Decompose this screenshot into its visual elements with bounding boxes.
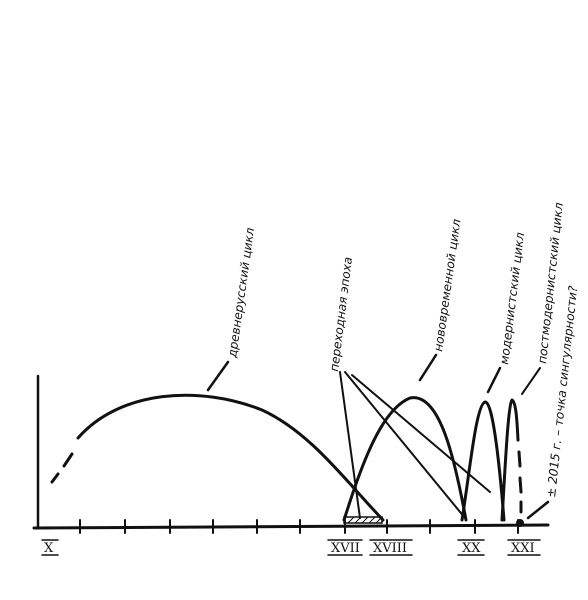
new-time-cycle-curve [342,396,468,522]
transition-leader-line-1 [339,371,361,519]
postmodern-cycle-curve-dashed [517,450,523,514]
tick-label-xx: XX [462,541,481,556]
tick-label-xvii: XVII [331,541,360,556]
modern-cycle-curve [460,400,506,522]
postmodern-leader-line [521,367,541,395]
tick-label-x: X [44,541,54,556]
singularity-leader-line [526,500,550,520]
x-axis-line [32,523,550,530]
ancient-leader-line [206,360,230,392]
tick-label-xviii: XVIII [373,541,407,556]
modern-leader-line [486,366,502,394]
new-time-leader-line [418,353,438,382]
label-new-time-cycle: нововременной цикл [431,218,464,353]
label-modern-cycle: модернистский цикл [497,231,527,365]
transition-leader-line-3 [351,374,491,493]
label-transition-epoch: переходная эпоха [327,256,355,372]
transition-leader-line-2 [344,371,466,519]
ancient-cycle-curve [76,393,385,522]
postmodern-cycle-curve [500,398,520,522]
transition-band [343,516,383,524]
label-ancient-cycle: древнерусский цикл [225,226,257,359]
singularity-point [516,519,524,527]
ancient-cycle-curve-dashed [50,452,74,484]
tick-label-xxi: XXI [511,541,535,556]
